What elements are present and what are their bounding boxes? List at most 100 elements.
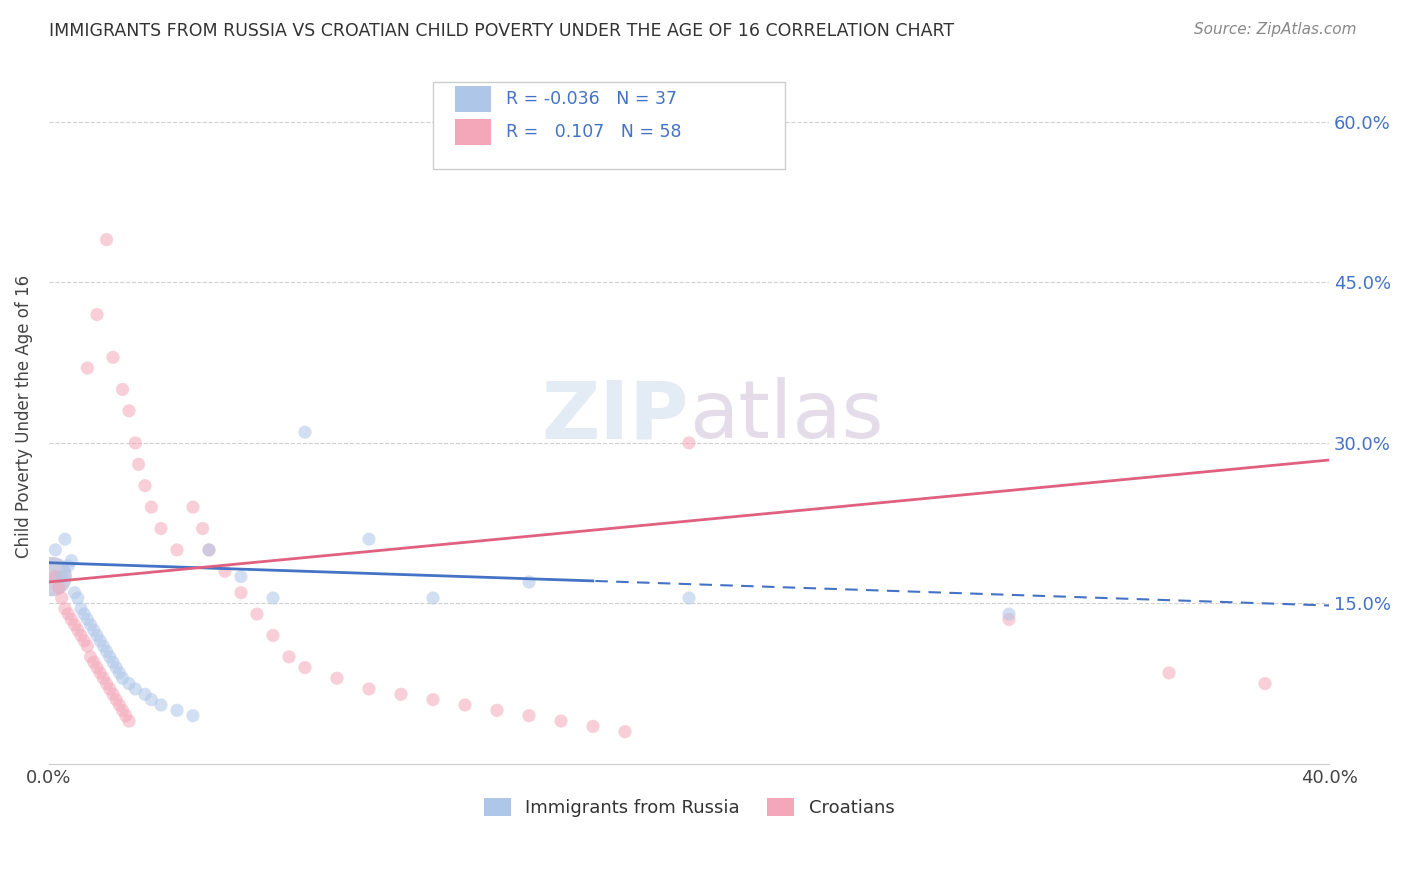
Point bbox=[294, 425, 316, 440]
Point bbox=[141, 500, 163, 514]
Point bbox=[53, 601, 76, 615]
Point bbox=[326, 671, 349, 685]
Point bbox=[105, 660, 128, 674]
Text: R = -0.036   N = 37: R = -0.036 N = 37 bbox=[506, 90, 676, 108]
Point bbox=[357, 681, 380, 696]
Point bbox=[63, 617, 86, 632]
Text: atlas: atlas bbox=[689, 377, 883, 455]
Point bbox=[262, 591, 284, 605]
Point bbox=[63, 585, 86, 599]
Point bbox=[96, 233, 118, 247]
Point bbox=[550, 714, 572, 728]
Y-axis label: Child Poverty Under the Age of 16: Child Poverty Under the Age of 16 bbox=[15, 275, 32, 558]
Point bbox=[101, 687, 124, 701]
Point bbox=[229, 585, 252, 599]
Point bbox=[582, 719, 605, 733]
Point bbox=[124, 436, 146, 450]
Point bbox=[118, 404, 141, 418]
Point bbox=[181, 708, 204, 723]
Point bbox=[83, 655, 105, 669]
Point bbox=[422, 692, 444, 706]
Point bbox=[98, 649, 121, 664]
Point bbox=[118, 714, 141, 728]
Legend: Immigrants from Russia, Croatians: Immigrants from Russia, Croatians bbox=[477, 790, 901, 824]
Point bbox=[124, 681, 146, 696]
Point bbox=[101, 351, 124, 365]
Point bbox=[111, 671, 134, 685]
Text: IMMIGRANTS FROM RUSSIA VS CROATIAN CHILD POVERTY UNDER THE AGE OF 16 CORRELATION: IMMIGRANTS FROM RUSSIA VS CROATIAN CHILD… bbox=[49, 22, 955, 40]
Point bbox=[48, 580, 70, 594]
Point bbox=[678, 436, 700, 450]
Point bbox=[108, 698, 131, 712]
Point bbox=[76, 639, 98, 653]
Point bbox=[76, 612, 98, 626]
Point bbox=[198, 542, 221, 557]
Point bbox=[294, 660, 316, 674]
Point bbox=[44, 542, 66, 557]
Point bbox=[79, 649, 101, 664]
Point bbox=[454, 698, 477, 712]
FancyBboxPatch shape bbox=[433, 82, 785, 169]
Text: R =   0.107   N = 58: R = 0.107 N = 58 bbox=[506, 123, 682, 141]
Point bbox=[191, 521, 214, 535]
FancyBboxPatch shape bbox=[454, 119, 491, 145]
Point bbox=[118, 676, 141, 690]
Point bbox=[389, 687, 412, 701]
Point bbox=[83, 623, 105, 637]
Point bbox=[86, 308, 108, 322]
Point bbox=[134, 479, 156, 493]
Text: ZIP: ZIP bbox=[541, 377, 689, 455]
Point bbox=[998, 607, 1021, 621]
Point bbox=[357, 532, 380, 546]
Point bbox=[166, 703, 188, 717]
Point bbox=[53, 532, 76, 546]
Point bbox=[86, 628, 108, 642]
Point bbox=[60, 553, 83, 567]
Point bbox=[93, 639, 115, 653]
Point bbox=[86, 660, 108, 674]
Point bbox=[60, 612, 83, 626]
Point bbox=[517, 708, 540, 723]
Point bbox=[141, 692, 163, 706]
Point bbox=[181, 500, 204, 514]
Point bbox=[44, 569, 66, 583]
Point bbox=[93, 671, 115, 685]
Point bbox=[198, 542, 221, 557]
Point bbox=[998, 612, 1021, 626]
Point bbox=[422, 591, 444, 605]
Point bbox=[56, 607, 79, 621]
Point bbox=[1254, 676, 1277, 690]
Point bbox=[166, 542, 188, 557]
Point bbox=[214, 564, 236, 578]
Point bbox=[678, 591, 700, 605]
Point bbox=[105, 692, 128, 706]
Point bbox=[134, 687, 156, 701]
Point bbox=[73, 633, 96, 648]
Point bbox=[66, 591, 89, 605]
FancyBboxPatch shape bbox=[454, 86, 491, 112]
Point bbox=[66, 623, 89, 637]
Point bbox=[229, 569, 252, 583]
Point bbox=[76, 361, 98, 376]
Point bbox=[79, 617, 101, 632]
Point bbox=[89, 665, 111, 680]
Point bbox=[246, 607, 269, 621]
Point bbox=[41, 569, 63, 583]
Point bbox=[111, 383, 134, 397]
Point bbox=[614, 724, 637, 739]
Point bbox=[111, 703, 134, 717]
Text: Source: ZipAtlas.com: Source: ZipAtlas.com bbox=[1194, 22, 1357, 37]
Point bbox=[1157, 665, 1180, 680]
Point bbox=[96, 676, 118, 690]
Point bbox=[485, 703, 508, 717]
Point bbox=[51, 591, 73, 605]
Point bbox=[108, 665, 131, 680]
Point bbox=[101, 655, 124, 669]
Point bbox=[278, 649, 301, 664]
Point bbox=[51, 569, 73, 583]
Point bbox=[114, 708, 136, 723]
Point bbox=[70, 628, 93, 642]
Point bbox=[56, 558, 79, 573]
Point bbox=[149, 521, 172, 535]
Point bbox=[517, 574, 540, 589]
